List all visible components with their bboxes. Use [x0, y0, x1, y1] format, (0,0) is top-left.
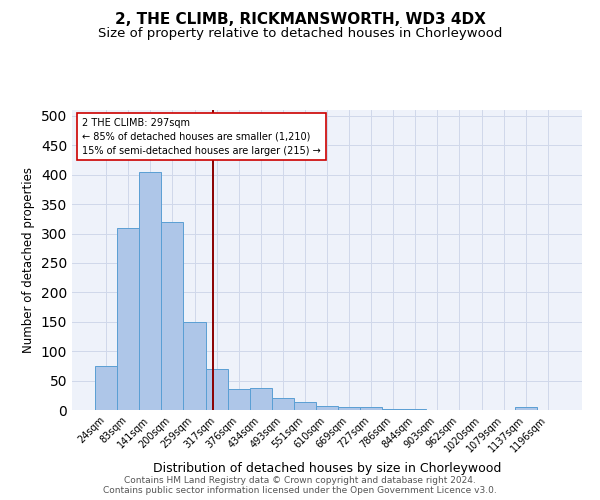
- Bar: [184, 322, 206, 410]
- Bar: [227, 390, 250, 410]
- Text: 2 THE CLIMB: 297sqm
← 85% of detached houses are smaller (1,210)
15% of semi-det: 2 THE CLIMB: 297sqm ← 85% of detached ho…: [82, 118, 321, 156]
- Bar: [382, 409, 404, 410]
- Bar: [515, 407, 537, 410]
- X-axis label: Distribution of detached houses by size in Chorleywood: Distribution of detached houses by size …: [153, 462, 501, 475]
- Text: Size of property relative to detached houses in Chorleywood: Size of property relative to detached ho…: [98, 28, 502, 40]
- Bar: [117, 228, 139, 410]
- Bar: [294, 402, 316, 410]
- Bar: [161, 222, 184, 410]
- Bar: [272, 398, 294, 410]
- Bar: [250, 388, 272, 410]
- Bar: [206, 369, 227, 410]
- Y-axis label: Number of detached properties: Number of detached properties: [22, 167, 35, 353]
- Bar: [338, 407, 360, 410]
- Bar: [139, 172, 161, 410]
- Bar: [95, 366, 117, 410]
- Bar: [316, 406, 338, 410]
- Text: Contains HM Land Registry data © Crown copyright and database right 2024.: Contains HM Land Registry data © Crown c…: [124, 476, 476, 485]
- Bar: [360, 407, 382, 410]
- Text: 2, THE CLIMB, RICKMANSWORTH, WD3 4DX: 2, THE CLIMB, RICKMANSWORTH, WD3 4DX: [115, 12, 485, 28]
- Text: Contains public sector information licensed under the Open Government Licence v3: Contains public sector information licen…: [103, 486, 497, 495]
